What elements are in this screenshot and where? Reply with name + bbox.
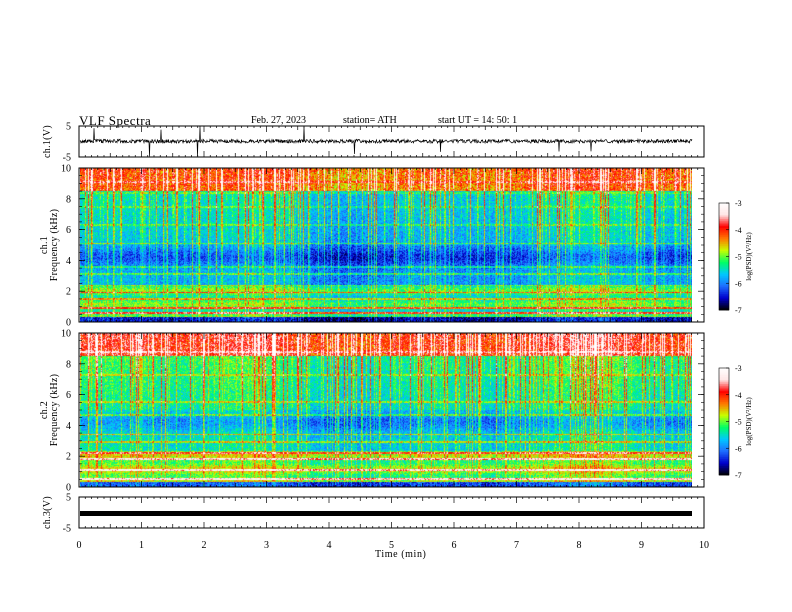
ch1-spectrogram-colorbar-tick: -6 <box>735 279 742 288</box>
x-tick-label: 3 <box>264 540 269 551</box>
ch2-spectrogram-ytick-label: 2 <box>66 452 71 463</box>
x-axis-label: Time (min) <box>375 549 427 560</box>
x-tick-label: 4 <box>327 540 332 551</box>
ch1-spectrogram-colorbar-tick: -5 <box>735 253 742 262</box>
x-tick-label: 10 <box>699 540 709 551</box>
ch2-spectrogram-ytick-label: 0 <box>66 483 71 494</box>
start-ut-label: start UT = 14: 50: 1 <box>438 115 518 126</box>
ch2-spectrogram-ylabel: ch.2 <box>39 401 50 419</box>
ch2-spectrogram-ytick-label: 6 <box>66 390 71 401</box>
ch3-waveform-ytick-label: -5 <box>63 524 71 535</box>
ch3-waveform-ylabel: ch.3(V) <box>42 496 53 529</box>
figure-title: VLF Spectra <box>79 113 152 128</box>
ch1-spectrogram-ytick-label: 6 <box>66 225 71 236</box>
x-tick-label: 8 <box>577 540 582 551</box>
ch2-spectrogram-colorbar-tick: -5 <box>735 418 742 427</box>
x-tick-label: 1 <box>139 540 144 551</box>
date-label: Feb. 27, 2023 <box>251 115 306 126</box>
ch2-spectrogram-colorbar-tick: -3 <box>735 364 742 373</box>
ch1-spectrogram-ytick-label: 10 <box>61 164 71 175</box>
ch1-spectrogram-colorbar-label: log(PSD)(V²/Hz) <box>745 232 753 281</box>
x-tick-label: 5 <box>389 540 394 551</box>
ch1-spectrogram-ytick-label: 4 <box>66 256 71 267</box>
ch1-spectrogram-ytick-label: 0 <box>66 318 71 329</box>
ch2-spectrogram-colorbar-tick: -4 <box>735 391 742 400</box>
ch2-spectrogram-ytick-label: 8 <box>66 359 71 370</box>
ch2-spectrogram-image <box>80 333 692 487</box>
ch1-waveform-ytick-label: -5 <box>63 153 71 164</box>
ch1-spectrogram-colorbar-tick: -4 <box>735 226 742 235</box>
ch1-waveform-line <box>79 126 693 157</box>
ch1-spectrogram-ytick-label: 2 <box>66 287 71 298</box>
ch1-spectrogram-ylabel: ch.1 <box>39 236 50 254</box>
x-tick-label: 9 <box>639 540 644 551</box>
ch1-spectrogram-ylabel: Frequency (kHz) <box>49 209 60 282</box>
x-tick-label: 2 <box>202 540 207 551</box>
station-label: station= ATH <box>343 115 397 126</box>
x-tick-label: 6 <box>452 540 457 551</box>
ch2-spectrogram-ytick-label: 10 <box>61 329 71 340</box>
ch1-spectrogram-ytick-label: 8 <box>66 194 71 205</box>
ch1-waveform-ylabel: ch.1(V) <box>42 125 53 158</box>
ch2-spectrogram-colorbar-label: log(PSD)(V²/Hz) <box>745 397 753 446</box>
x-tick-label: 0 <box>77 540 82 551</box>
ch1-spectrogram-colorbar-tick: -7 <box>735 306 742 315</box>
x-tick-label: 7 <box>514 540 519 551</box>
ch2-spectrogram-colorbar-tick: -6 <box>735 444 742 453</box>
ch3-waveform-ytick-label: 5 <box>66 493 71 504</box>
ch2-spectrogram-ytick-label: 4 <box>66 421 71 432</box>
ch1-waveform-ytick-label: 5 <box>66 122 71 133</box>
ch2-spectrogram-colorbar-tick: -7 <box>735 471 742 480</box>
ch1-spectrogram-image <box>80 168 692 322</box>
ch1-spectrogram-colorbar-tick: -3 <box>735 199 742 208</box>
ch2-spectrogram-ylabel: Frequency (kHz) <box>49 374 60 447</box>
